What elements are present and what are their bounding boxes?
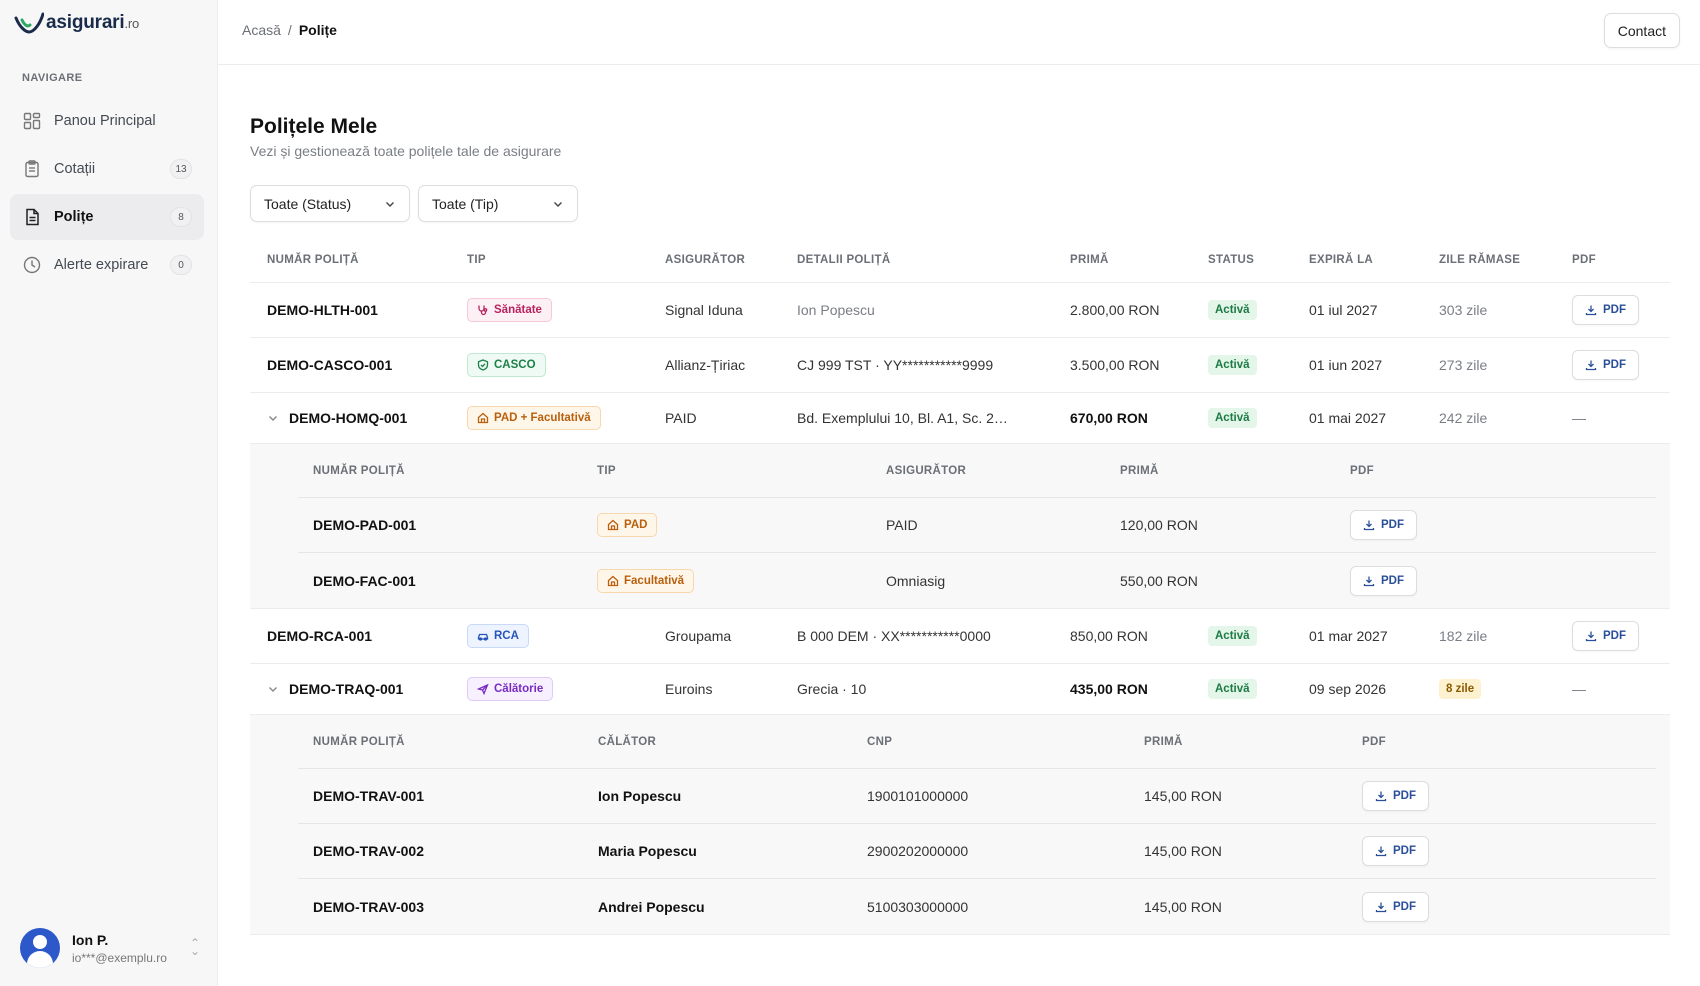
grid-icon	[22, 111, 42, 131]
sidebar-item-label: Polițe	[54, 209, 94, 225]
quotes-count-badge: 13	[170, 159, 192, 179]
chevron-down-icon	[554, 201, 562, 207]
status-filter-select[interactable]: Toate (Status)	[250, 185, 410, 222]
user-menu[interactable]: Ion P. io***@exemplu.ro ⌃ ⌄	[20, 928, 200, 968]
subtable-row[interactable]: DEMO-TRAV-001 Ion Popescu 1900101000000 …	[298, 769, 1656, 824]
breadcrumb-home[interactable]: Acasă	[242, 22, 281, 38]
main-content: Polițele Mele Vezi și gestionează toate …	[218, 65, 1700, 986]
status-badge: Activă	[1208, 679, 1257, 699]
sidebar-item-policies[interactable]: Polițe 8	[10, 194, 204, 240]
days-remaining-warning-badge: 8 zile	[1439, 679, 1482, 699]
clipboard-icon	[22, 159, 42, 179]
pdf-download-button[interactable]: PDF	[1362, 836, 1429, 866]
download-icon	[1375, 846, 1387, 857]
alerts-count-badge: 0	[170, 255, 192, 275]
table-row-expandable[interactable]: DEMO-TRAQ-001 Călătorie Euroins Grecia ·…	[250, 664, 1670, 715]
type-badge: PAD	[597, 513, 658, 537]
type-filter-select[interactable]: Toate (Tip)	[418, 185, 578, 222]
sidebar-item-quotes[interactable]: Cotații 13	[10, 146, 204, 192]
chevron-updown-icon: ⌃ ⌄	[189, 936, 200, 958]
subtable-row[interactable]: DEMO-TRAV-002 Maria Popescu 290020200000…	[298, 824, 1656, 879]
stethoscope-icon	[478, 305, 488, 316]
shield-icon	[477, 359, 489, 371]
subtable-header: NUMĂR POLIȚĂ TIP ASIGURĂTOR PRIMĂ PDF	[298, 444, 1656, 498]
pdf-download-button[interactable]: PDF	[1572, 295, 1639, 325]
type-badge: RCA	[467, 624, 529, 648]
download-icon	[1585, 360, 1597, 371]
clock-icon	[22, 255, 42, 275]
home-icon	[607, 519, 619, 531]
brand-name: asigurari.ro	[46, 12, 140, 33]
download-icon	[1363, 576, 1375, 586]
download-icon	[1375, 902, 1387, 912]
chevron-down-icon[interactable]	[267, 412, 279, 424]
home-subpolicies-panel: NUMĂR POLIȚĂ TIP ASIGURĂTOR PRIMĂ PDF DE…	[250, 444, 1670, 609]
pdf-download-button[interactable]: PDF	[1572, 621, 1639, 651]
type-badge: Sănătate	[467, 298, 552, 322]
nav-section-label: NAVIGARE	[22, 72, 83, 84]
sidebar-item-expiry-alerts[interactable]: Alerte expirare 0	[10, 242, 204, 288]
pdf-download-button[interactable]: PDF	[1572, 350, 1639, 380]
chevron-down-icon[interactable]	[267, 683, 279, 695]
sidebar-item-label: Cotații	[54, 161, 96, 177]
sidebar-item-dashboard[interactable]: Panou Principal	[10, 98, 204, 144]
pdf-download-button[interactable]: PDF	[1350, 565, 1417, 596]
subtable-row[interactable]: DEMO-PAD-001 PAD PAID 120,00 RON PDF	[298, 498, 1656, 553]
status-badge: Activă	[1208, 408, 1257, 428]
table-header: NUMĂR POLIȚĂ TIP ASIGURĂTOR DETALII POLI…	[250, 237, 1670, 283]
contact-button[interactable]: Contact	[1603, 13, 1680, 48]
subtable-header: NUMĂR POLIȚĂ CĂLĂTOR CNP PRIMĂ PDF	[298, 715, 1656, 769]
status-badge: Activă	[1208, 626, 1257, 646]
type-badge: Călătorie	[467, 677, 554, 701]
type-badge: Facultativă	[597, 568, 695, 593]
document-icon	[22, 207, 42, 227]
brand-logo[interactable]: asigurari.ro	[14, 10, 139, 36]
page-subtitle: Vezi și gestionează toate polițele tale …	[250, 143, 562, 159]
table-row-expandable[interactable]: DEMO-HOMQ-001 PAD + Facultativă PAID Bd.…	[250, 393, 1670, 444]
table-row[interactable]: DEMO-HLTH-001 Sănătate Signal Iduna Ion …	[250, 283, 1670, 338]
sidebar: asigurari.ro NAVIGARE Panou Principal Co…	[0, 0, 218, 986]
table-row[interactable]: DEMO-RCA-001 RCA Groupama B 000 DEM · XX…	[250, 609, 1670, 664]
subtable-row[interactable]: DEMO-TRAV-003 Andrei Popescu 51003030000…	[298, 879, 1656, 934]
sidebar-nav: Panou Principal Cotații 13 Polițe 8 Aler…	[10, 98, 204, 290]
topbar: Acasă / Polițe Contact	[218, 0, 1700, 65]
download-icon	[1585, 305, 1597, 316]
download-icon	[1375, 791, 1387, 802]
policies-table: NUMĂR POLIȚĂ TIP ASIGURĂTOR DETALII POLI…	[250, 237, 1670, 935]
download-icon	[1363, 520, 1375, 531]
pdf-download-button[interactable]: PDF	[1362, 891, 1429, 922]
plane-icon	[477, 683, 489, 695]
status-badge: Activă	[1208, 300, 1257, 320]
user-email: io***@exemplu.ro	[72, 950, 167, 965]
pdf-download-button[interactable]: PDF	[1350, 510, 1417, 540]
car-icon	[477, 633, 489, 641]
type-badge: CASCO	[467, 353, 546, 377]
subtable-row[interactable]: DEMO-FAC-001 Facultativă Omniasig 550,00…	[298, 553, 1656, 608]
avatar	[20, 928, 60, 968]
breadcrumb-current: Polițe	[298, 22, 337, 38]
pdf-download-button[interactable]: PDF	[1362, 781, 1429, 811]
page-title: Polițele Mele	[250, 115, 378, 138]
policies-count-badge: 8	[170, 207, 192, 227]
home-icon	[607, 575, 619, 586]
user-name: Ion P.	[72, 931, 109, 948]
travel-subpolicies-panel: NUMĂR POLIȚĂ CĂLĂTOR CNP PRIMĂ PDF DEMO-…	[250, 715, 1670, 935]
chevron-down-icon	[386, 201, 394, 207]
table-row[interactable]: DEMO-CASCO-001 CASCO Allianz-Țiriac CJ 9…	[250, 338, 1670, 393]
breadcrumb: Acasă / Polițe	[242, 22, 337, 38]
sidebar-item-label: Panou Principal	[54, 113, 156, 129]
logo-icon	[14, 12, 44, 34]
status-badge: Activă	[1208, 355, 1257, 375]
type-badge: PAD + Facultativă	[467, 406, 601, 430]
home-icon	[477, 412, 489, 424]
sidebar-item-label: Alerte expirare	[54, 257, 149, 273]
download-icon	[1585, 631, 1597, 642]
